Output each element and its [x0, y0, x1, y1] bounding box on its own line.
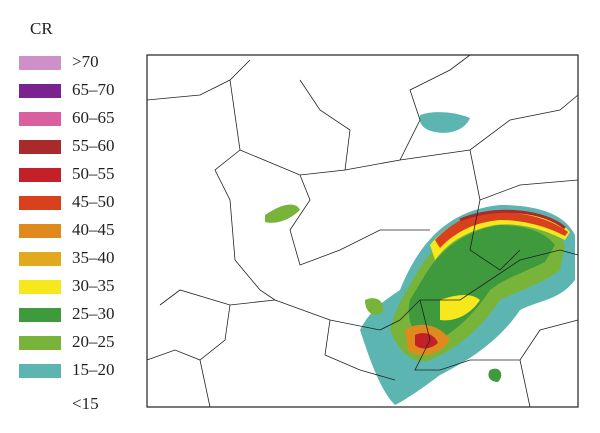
legend-swatch: [19, 168, 61, 182]
legend-swatch: [19, 280, 61, 294]
legend-label: 35–40: [72, 248, 115, 267]
echo-30-35-b: [440, 295, 480, 321]
legend-label: 45–50: [72, 192, 115, 211]
legend-label: 65–70: [72, 80, 115, 99]
map: [146, 54, 579, 408]
legend-swatch: [19, 364, 61, 378]
echo-west: [265, 204, 300, 223]
legend-label: 30–35: [72, 276, 115, 295]
echo-sw: [365, 298, 384, 315]
legend-label: 50–55: [72, 164, 115, 183]
legend-swatch: [19, 224, 61, 238]
legend-label: 25–30: [72, 304, 115, 323]
echo-50-55: [415, 332, 438, 349]
legend-label: 40–45: [72, 220, 115, 239]
legend-label: >70: [72, 52, 99, 71]
echo-north: [419, 112, 470, 133]
legend-swatch: [19, 252, 61, 266]
legend-title: CR: [30, 19, 53, 38]
legend-label: 15–20: [72, 360, 115, 379]
legend-label: <15: [72, 394, 99, 413]
legend-swatch: [19, 336, 61, 350]
legend-swatch: [19, 196, 61, 210]
legend-swatch: [19, 112, 61, 126]
legend-swatch: [19, 56, 61, 70]
legend-swatch: [19, 84, 61, 98]
legend-swatch: [19, 140, 61, 154]
echo-se: [488, 368, 502, 382]
legend-label: 20–25: [72, 332, 115, 351]
legend-label: 55–60: [72, 136, 115, 155]
legend: >70 65–70 60–65 55–60 50–55 45–50 40–45 35–40 30…: [19, 52, 115, 413]
boundaries: [146, 54, 579, 408]
legend-label: 60–65: [72, 108, 115, 127]
legend-swatch: [19, 308, 61, 322]
echo-45-50: [435, 211, 568, 248]
